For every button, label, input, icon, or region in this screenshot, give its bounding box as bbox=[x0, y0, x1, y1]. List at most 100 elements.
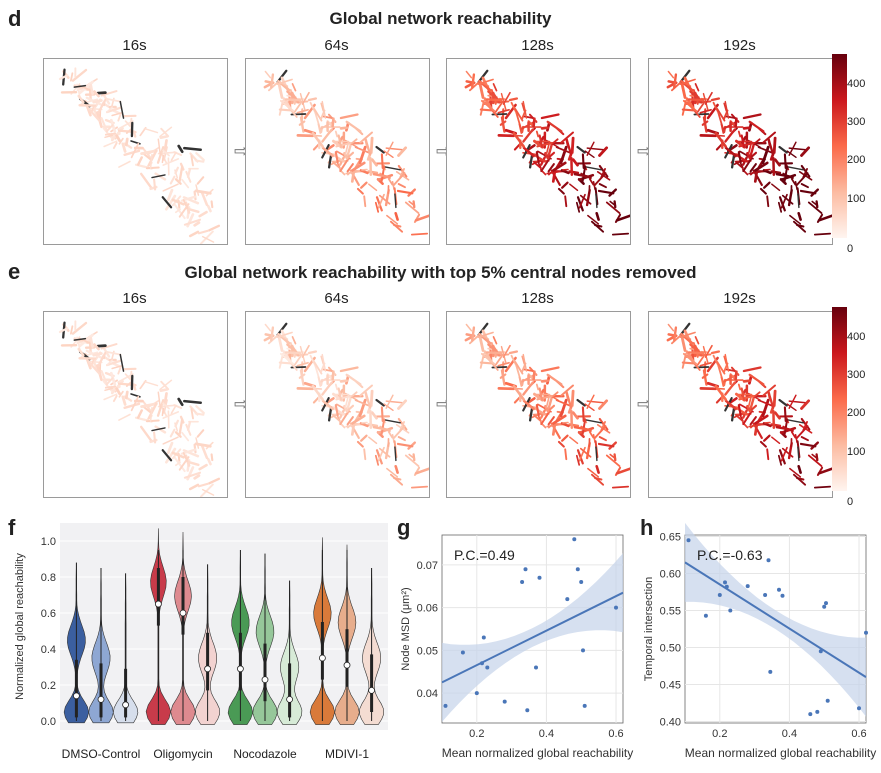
data-point bbox=[565, 597, 570, 602]
network-edge bbox=[210, 453, 214, 462]
network-edge bbox=[807, 454, 823, 468]
network-edge bbox=[535, 151, 540, 164]
network-edge bbox=[502, 344, 511, 358]
x-axis-label: Mean normalized global reachability bbox=[442, 746, 633, 760]
network-edge bbox=[151, 427, 166, 432]
network-edge bbox=[532, 370, 536, 381]
network-edge bbox=[291, 336, 297, 345]
network-edge bbox=[309, 101, 317, 115]
network-edge bbox=[130, 395, 140, 412]
network-edge bbox=[364, 139, 372, 156]
network-edge bbox=[790, 431, 797, 439]
violin-median bbox=[122, 701, 129, 709]
network-edge bbox=[699, 361, 712, 367]
network-edge bbox=[704, 91, 713, 105]
y-tick-label: 0.05 bbox=[417, 645, 438, 657]
network-edge bbox=[786, 403, 797, 412]
network-edge bbox=[742, 126, 752, 130]
network-edge bbox=[87, 360, 101, 375]
violin-median bbox=[154, 600, 162, 608]
network-edge bbox=[198, 463, 208, 471]
network-image bbox=[263, 322, 429, 489]
network-edge bbox=[297, 350, 305, 353]
network-edge bbox=[701, 120, 709, 126]
network-edge bbox=[299, 345, 306, 364]
network-edge bbox=[157, 391, 162, 410]
network-edge bbox=[800, 183, 809, 189]
y-tick-label: 0.06 bbox=[417, 603, 438, 615]
network-edge bbox=[286, 90, 299, 101]
network-edge bbox=[680, 80, 692, 87]
data-point bbox=[460, 650, 465, 655]
network-edge bbox=[538, 134, 544, 148]
network-edge bbox=[78, 333, 94, 348]
y-tick-label: 1.0 bbox=[41, 536, 56, 548]
network-edge bbox=[724, 128, 736, 143]
network-edge bbox=[142, 405, 152, 414]
network-edge bbox=[321, 399, 335, 411]
network-edge bbox=[696, 355, 705, 366]
network-edge bbox=[132, 130, 137, 138]
network-edge bbox=[129, 117, 133, 128]
network-edge bbox=[396, 189, 414, 195]
network-edge bbox=[521, 102, 526, 112]
data-point bbox=[572, 537, 577, 542]
data-point bbox=[728, 608, 733, 613]
network-edge bbox=[360, 434, 368, 442]
network-edge bbox=[532, 160, 550, 163]
y-tick-label: 0.45 bbox=[660, 680, 681, 692]
y-axis-label: Temporal intersection bbox=[643, 577, 655, 682]
network-edge bbox=[118, 413, 131, 421]
network-edge bbox=[165, 194, 177, 211]
network-edge bbox=[499, 373, 507, 379]
network-edge bbox=[397, 183, 406, 189]
network-edge bbox=[124, 137, 129, 147]
network-edge bbox=[374, 454, 380, 466]
network-edge bbox=[783, 165, 789, 183]
data-point bbox=[723, 580, 727, 585]
network-edge bbox=[181, 178, 190, 189]
network-edge bbox=[397, 399, 408, 410]
network-edge bbox=[673, 73, 678, 89]
network-edge bbox=[564, 448, 568, 461]
timepoint-label: 16s bbox=[122, 290, 147, 307]
network-edge bbox=[767, 392, 775, 409]
network-edge bbox=[477, 78, 494, 85]
network-edge bbox=[331, 160, 349, 163]
panel-letter-f: f bbox=[8, 515, 16, 540]
network-edge bbox=[307, 97, 318, 102]
network-edge bbox=[149, 153, 153, 170]
network-edge bbox=[380, 418, 386, 436]
network-edge bbox=[788, 394, 797, 409]
network-edge bbox=[345, 373, 362, 386]
network-edge bbox=[702, 345, 709, 364]
y-tick-label: 0.2 bbox=[41, 680, 56, 692]
network-edge bbox=[573, 425, 592, 432]
network-edge bbox=[737, 383, 742, 391]
network-edge bbox=[378, 194, 391, 205]
violin-median bbox=[73, 692, 80, 700]
network-edge bbox=[396, 442, 414, 448]
network-edge bbox=[351, 414, 366, 425]
violin-chart-f: 0.0 0.2 0.4 0.6 0.8 1.0 Normalized global reac… bbox=[14, 523, 388, 761]
network-edge bbox=[586, 141, 595, 156]
network-edge bbox=[145, 166, 160, 170]
network-edge bbox=[753, 138, 761, 145]
y-tick-label: 0.60 bbox=[660, 568, 681, 580]
network-edge bbox=[331, 413, 349, 416]
network-edge bbox=[570, 136, 575, 154]
network-edge bbox=[196, 429, 205, 438]
network-edge bbox=[206, 204, 212, 213]
violin-median bbox=[261, 676, 269, 684]
network-edge bbox=[145, 419, 160, 423]
data-point bbox=[818, 649, 823, 654]
network-edge bbox=[478, 82, 485, 99]
network-edge bbox=[410, 485, 429, 489]
network-edge bbox=[670, 81, 682, 92]
network-edge bbox=[555, 399, 572, 407]
panel-e-title: Global network reachability with top 5% … bbox=[184, 263, 697, 282]
network-edge bbox=[545, 394, 551, 409]
network-edge bbox=[560, 169, 570, 175]
colorbar-tick-label: 200 bbox=[847, 407, 866, 420]
data-point bbox=[780, 593, 785, 598]
